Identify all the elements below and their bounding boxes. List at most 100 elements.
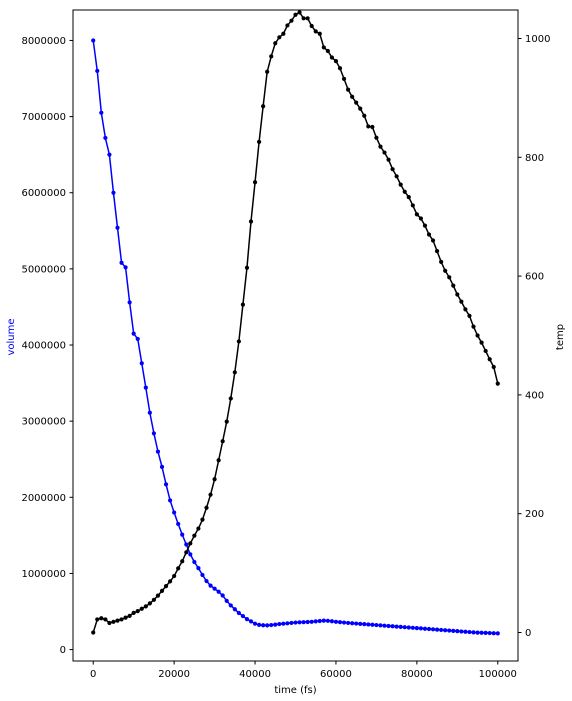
temp-data-point	[248, 219, 254, 224]
volume-data-point	[313, 619, 318, 624]
volume-data-point	[475, 630, 480, 635]
temp-data-point	[159, 588, 165, 594]
volume-data-point	[337, 620, 343, 625]
temp-data-point	[131, 610, 136, 615]
temp-data-point	[358, 106, 363, 111]
temp-data-point	[111, 619, 116, 624]
volume-data-point	[455, 629, 460, 634]
x-axis: 0 20000 40000 60000 80000 100000	[90, 661, 517, 680]
temp-data-point	[176, 566, 181, 571]
volume-data-point	[463, 629, 468, 634]
volume-data-point	[172, 510, 177, 515]
temp-data-point	[240, 302, 246, 307]
temp-data-point	[261, 104, 266, 109]
y-left-tick-label: 1000000	[21, 569, 66, 580]
x-tick-label: 80000	[401, 669, 433, 680]
volume-data-point	[200, 572, 205, 578]
temp-data-point	[495, 381, 500, 386]
y-right-tick-label: 800	[525, 153, 544, 164]
temp-data-point	[232, 370, 237, 375]
volume-data-point	[248, 619, 254, 624]
temp-data-point	[402, 189, 407, 194]
temp-data-point	[305, 16, 310, 21]
temp-data-point	[123, 615, 128, 620]
volume-data-point	[180, 532, 185, 537]
volume-data-point	[131, 331, 136, 336]
temp-data-point	[329, 55, 335, 60]
temp-data-point	[277, 35, 282, 40]
temp-data-point	[107, 620, 112, 626]
temp-data-point	[119, 617, 124, 622]
volume-data-point	[374, 622, 379, 628]
volume-data-point	[366, 622, 371, 627]
volume-data-point	[151, 431, 157, 436]
volume-data-point	[277, 621, 282, 627]
x-tick-label: 40000	[239, 669, 271, 680]
temp-data-point	[426, 232, 432, 237]
volume-data-point	[123, 265, 128, 270]
volume-data-point	[236, 610, 241, 616]
temp-data-point	[467, 313, 472, 318]
y-left-tick-label: 5000000	[21, 264, 66, 275]
temp-data-point	[293, 12, 298, 17]
temp-data-point	[325, 48, 330, 54]
temp-data-point	[451, 283, 456, 288]
temp-data-point	[285, 23, 290, 28]
y-axis-left-label: volume	[6, 318, 17, 355]
series-layer	[91, 10, 500, 636]
volume-data-point	[418, 626, 424, 631]
volume-data-point	[386, 623, 391, 629]
volume-data-point	[495, 631, 500, 636]
temp-data-point	[491, 364, 496, 370]
y-left-tick-label: 8000000	[21, 36, 66, 47]
temp-data-point	[378, 144, 383, 149]
temp-data-point	[155, 593, 161, 598]
temp-data-point	[188, 541, 193, 546]
volume-data-point	[204, 578, 209, 584]
temp-data-point	[394, 174, 399, 179]
volume-data-point	[212, 586, 217, 591]
temp-data-point	[386, 157, 391, 162]
volume-data-point	[163, 482, 169, 487]
temp-data-point	[418, 216, 424, 221]
volume-data-point	[406, 625, 411, 630]
temp-data-point	[269, 54, 274, 59]
volume-data-point	[297, 620, 302, 625]
temp-data-point	[487, 357, 492, 362]
volume-data-point	[390, 624, 395, 629]
y-axis-left: 0 1000000 2000000 3000000 4000000 5000000 6000…	[21, 36, 73, 656]
y-left-tick-label: 0	[60, 645, 66, 656]
volume-data-point	[305, 619, 310, 625]
temp-data-point	[127, 613, 132, 618]
volume-data-point	[341, 620, 347, 625]
temp-data-point	[471, 324, 476, 329]
volume-data-point	[378, 623, 383, 628]
temp-data-point	[180, 559, 185, 564]
y-right-tick-label: 600	[525, 272, 544, 283]
temp-data-point	[273, 41, 278, 46]
volume-data-point	[358, 621, 363, 626]
temp-data-point	[167, 579, 173, 584]
volume-data-point	[91, 38, 96, 43]
temp-data-point	[439, 259, 444, 264]
y-axis-right: 0 200 400 600 800 1000	[518, 34, 550, 639]
temp-data-point	[354, 100, 359, 105]
temp-data-point	[163, 584, 169, 589]
volume-data-point	[382, 623, 387, 628]
temp-data-point	[434, 249, 440, 254]
x-tick-label: 20000	[158, 669, 190, 680]
volume-data-point	[256, 622, 262, 627]
volume-data-point	[394, 624, 399, 629]
temp-data-point	[475, 333, 480, 338]
volume-data-point	[107, 152, 112, 157]
volume-data-point	[430, 627, 436, 632]
volume-data-point	[491, 631, 496, 636]
volume-data-point	[111, 190, 116, 195]
volume-data-point	[269, 622, 274, 628]
temp-data-point	[459, 299, 464, 304]
volume-data-point	[196, 566, 201, 571]
temp-data-point	[443, 268, 448, 273]
volume-data-point	[447, 628, 452, 633]
volume-data-point	[192, 559, 197, 565]
